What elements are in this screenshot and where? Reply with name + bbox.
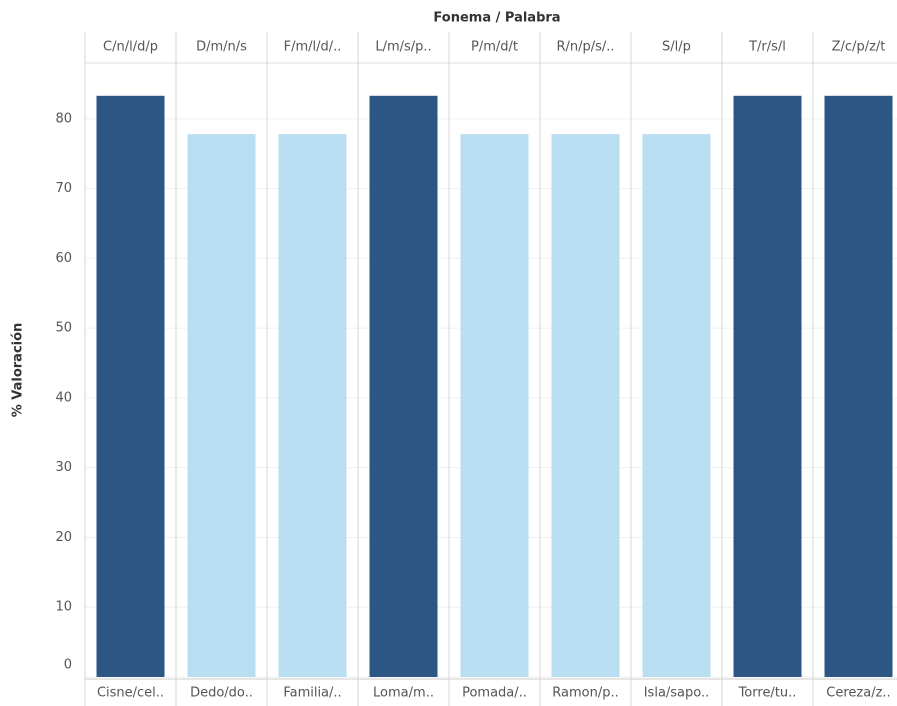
x-tick-label: F/m/l/d/.. (284, 40, 342, 55)
bar (733, 95, 802, 677)
bar (824, 95, 893, 677)
bar (642, 134, 711, 677)
x-tick-label: Isla/sapo.. (644, 686, 710, 701)
x-tick-label: Ramon/p.. (552, 686, 618, 701)
y-axis-label: % Valoración (11, 323, 26, 418)
x-tick-label: R/n/p/s/.. (556, 40, 614, 55)
y-tick-label: 30 (55, 460, 72, 475)
y-tick-label: 40 (55, 390, 72, 405)
y-tick-label: 70 (55, 181, 72, 196)
x-tick-label: L/m/s/p.. (375, 40, 431, 55)
y-tick-label: 20 (55, 530, 72, 545)
x-tick-label: Cereza/z.. (826, 686, 890, 701)
y-tick-label: 80 (55, 111, 72, 126)
bar (278, 134, 347, 677)
x-tick-label: P/m/d/t (471, 40, 518, 55)
x-tick-label: C/n/l/d/p (103, 40, 158, 55)
bar (551, 134, 620, 677)
bar (460, 134, 529, 677)
x-tick-label: Pomada/.. (462, 686, 527, 701)
y-tick-label: 50 (55, 321, 72, 336)
bar (187, 134, 256, 677)
y-tick-label: 60 (55, 251, 72, 266)
x-tick-label: Familia/.. (283, 686, 341, 701)
bar (369, 95, 438, 677)
y-tick-label: 0 (64, 658, 72, 673)
x-tick-label: Z/c/p/z/t (832, 40, 886, 55)
chart-title: Fonema / Palabra (433, 11, 560, 26)
x-tick-label: Torre/tu.. (738, 686, 797, 701)
x-tick-label: Dedo/do.. (190, 686, 253, 701)
x-tick-label: D/m/n/s (196, 40, 247, 55)
x-tick-label: S/l/p (662, 40, 691, 55)
x-tick-label: T/r/s/l (748, 40, 786, 55)
x-tick-label: Loma/m.. (373, 686, 434, 701)
bar (96, 95, 165, 677)
y-tick-label: 10 (55, 600, 72, 615)
x-tick-label: Cisne/cel.. (97, 686, 164, 701)
